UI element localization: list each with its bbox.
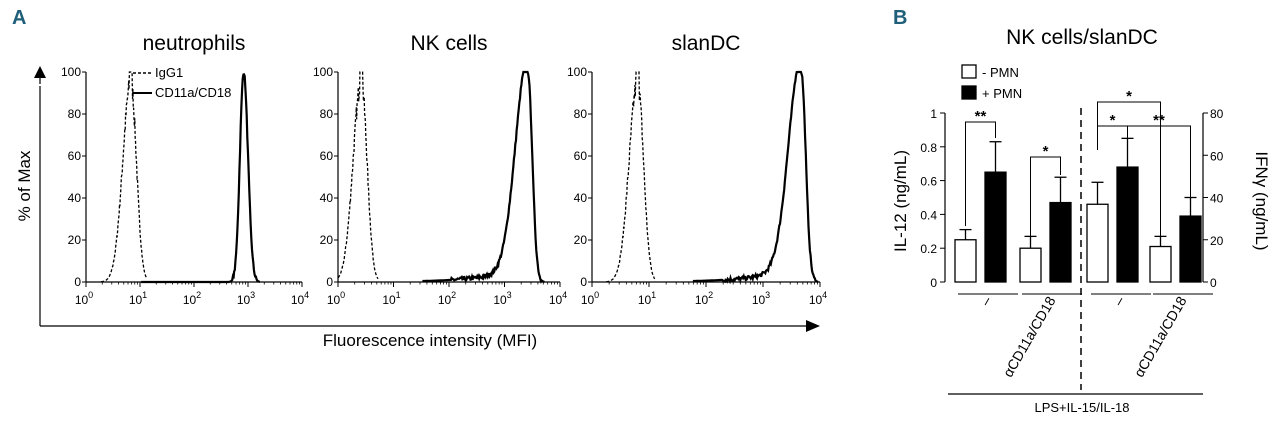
legend-minus-pmn-label: - PMN (982, 65, 1019, 80)
left-tick-label: 0.6 (920, 175, 937, 189)
y-tick-label: 20 (320, 233, 334, 247)
bar-minus-pmn (954, 239, 977, 283)
y-tick-label: 20 (68, 233, 82, 247)
y-tick-label: 60 (320, 149, 334, 163)
x-tick-label: 104 (809, 290, 827, 307)
panel-b-bottom-label: LPS+IL-15/IL-18 (1034, 400, 1129, 415)
significance-bracket (1127, 125, 1191, 206)
legend-minus-pmn-swatch (961, 64, 977, 79)
left-tick-label: 0.2 (920, 242, 937, 256)
right-tick-label: 60 (1210, 149, 1224, 163)
isotype-curve (606, 71, 656, 283)
histogram-panels: neutrophils 0 20 40 60 80 100 100 101 102 103 104 NK… (61, 32, 827, 307)
panel-a-xlabel: Fluorescence intensity (MFI) (323, 331, 537, 350)
right-tick-label: 40 (1210, 192, 1224, 206)
legend-plus-pmn-label: + PMN (982, 86, 1022, 101)
left-tick-label: 1 (930, 107, 937, 121)
stain-curve (141, 73, 261, 284)
category-label: – (1110, 293, 1128, 308)
isotype-curve (337, 71, 379, 280)
panel-a-ylabel: % of Max (15, 150, 34, 221)
x-tick-label: 101 (382, 290, 400, 307)
y-tick-label: 0 (326, 275, 333, 289)
y-tick-label: 40 (320, 191, 334, 205)
y-tick-label: 100 (61, 65, 81, 79)
x-tick-label: 103 (752, 290, 770, 307)
panel-b-ylabel-left: IL-12 (ng/mL) (891, 150, 910, 252)
bar-plus-pmn (984, 171, 1007, 283)
significance-bracket (965, 121, 996, 226)
bar-plus-pmn (1179, 215, 1202, 283)
y-tick-label: 80 (574, 107, 588, 121)
panel-b-ylabel-right: IFNγ (ng/mL) (1252, 151, 1271, 250)
significance-label: ** (975, 108, 987, 125)
y-tick-label: 100 (313, 65, 333, 79)
stain-curve (692, 70, 819, 285)
panel-a-y-arrowhead (34, 66, 46, 78)
category-label: – (977, 293, 995, 308)
stain-curve (422, 70, 545, 284)
y-tick-label: 60 (68, 149, 82, 163)
isotype-curve (100, 71, 148, 283)
x-tick-label: 101 (129, 290, 147, 307)
x-tick-label: 104 (549, 290, 567, 307)
y-tick-label: 40 (68, 191, 82, 205)
panel-b-title: NK cells/slanDC (1006, 26, 1158, 49)
y-tick-label: 60 (574, 149, 588, 163)
x-tick-label: 101 (638, 290, 656, 307)
y-tick-label: 0 (580, 275, 587, 289)
legend-isotype-label: IgG1 (155, 65, 183, 80)
bar-minus-pmn (1149, 245, 1172, 283)
legend-plus-pmn-swatch (961, 85, 977, 100)
x-tick-label: 104 (291, 290, 309, 307)
significance-label: * (1043, 143, 1049, 160)
right-tick-label: 20 (1210, 234, 1224, 248)
left-tick-label: 0.4 (920, 208, 937, 222)
x-tick-label: 100 (581, 290, 599, 307)
legend-stain-label: CD11a/CD18 (155, 85, 231, 100)
category-label: αCD11a/CD18 (1131, 293, 1190, 379)
y-tick-label: 0 (74, 275, 81, 289)
bar-plus-pmn (1049, 201, 1072, 283)
panel-b-letter: B (893, 7, 907, 29)
x-tick-label: 100 (75, 290, 93, 307)
x-tick-label: 102 (695, 290, 713, 307)
x-tick-label: 102 (438, 290, 456, 307)
x-tick-label: 102 (183, 290, 201, 307)
y-tick-label: 80 (68, 107, 82, 121)
panel-b-legend: - PMN + PMN (961, 64, 1022, 101)
bar-plus-pmn (1116, 166, 1139, 283)
bar-minus-pmn (1086, 203, 1109, 283)
right-tick-label: 0 (1210, 276, 1217, 290)
y-tick-label: 20 (574, 233, 588, 247)
bar-minus-pmn (1019, 247, 1042, 283)
category-label: αCD11a/CD18 (1000, 293, 1059, 379)
y-tick-label: 40 (574, 191, 588, 205)
panel-a-x-arrowhead (806, 320, 820, 332)
panel-a-letter: A (12, 7, 26, 29)
significance-bracket (1030, 156, 1061, 236)
y-tick-label: 80 (320, 107, 334, 121)
x-tick-label: 100 (327, 290, 345, 307)
left-tick-label: 0.8 (920, 141, 937, 155)
significance-label: * (1110, 112, 1116, 129)
histogram-title: slanDC (672, 32, 741, 55)
left-tick-label: 0 (930, 276, 937, 290)
histogram-title: NK cells (410, 32, 487, 55)
right-tick-label: 80 (1210, 107, 1224, 121)
x-tick-label: 103 (237, 290, 255, 307)
histogram-title: neutrophils (143, 32, 246, 55)
panel-a-legend: IgG1 CD11a/CD18 (133, 65, 231, 100)
significance-label: ** (1153, 112, 1165, 129)
significance-label: * (1126, 88, 1132, 105)
x-tick-label: 103 (493, 290, 511, 307)
y-tick-label: 100 (567, 65, 587, 79)
